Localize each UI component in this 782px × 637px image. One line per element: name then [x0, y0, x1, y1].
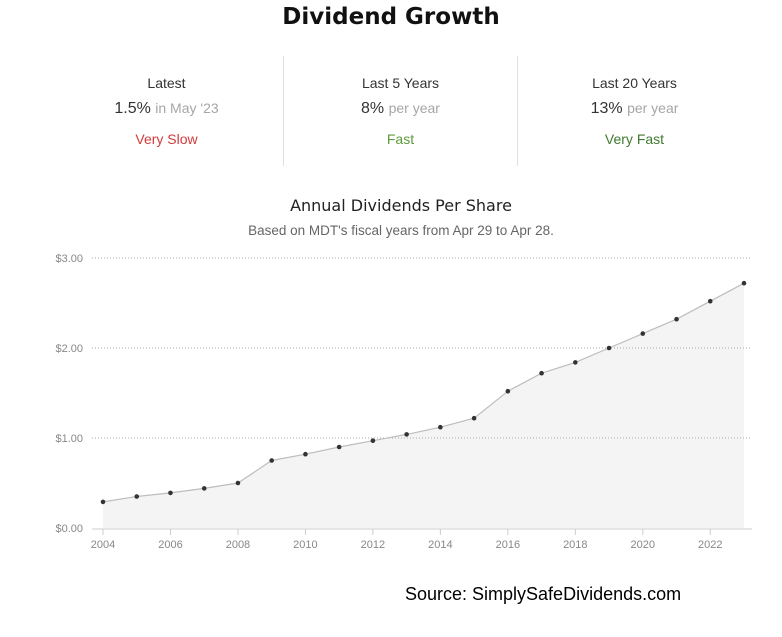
page-title: Dividend Growth — [282, 4, 500, 30]
stat-value-row: 1.5% in May '23 — [50, 100, 283, 118]
data-point — [606, 345, 612, 351]
data-point — [438, 424, 443, 430]
data-point — [471, 415, 477, 421]
data-point — [640, 331, 646, 336]
x-tick-label: 2018 — [563, 539, 587, 551]
data-point — [269, 458, 274, 463]
data-point — [539, 370, 544, 376]
y-tick-label: $1.00 — [55, 433, 83, 445]
y-tick-label: $2.00 — [55, 343, 83, 355]
growth-stats: Latest 1.5% in May '23 Very Slow Last 5 … — [50, 56, 750, 166]
dividends-chart: $0.00 $1.00 $2.00 $3.00 2004 2006 2008 2010 2012… — [55, 253, 752, 551]
x-tick-label: 2012 — [361, 539, 385, 551]
chart-title: Annual Dividends Per Share — [290, 196, 512, 215]
stat-last-5-years: Last 5 Years 8% per year Fast — [283, 56, 517, 166]
stat-qualifier: in May '23 — [155, 100, 219, 116]
x-tick-label: 2022 — [698, 539, 722, 551]
stat-value-row: 8% per year — [284, 100, 517, 118]
y-tick-label: $3.00 — [55, 253, 83, 265]
data-point — [707, 298, 713, 304]
data-point — [674, 316, 679, 322]
data-point — [505, 388, 511, 394]
data-point — [303, 451, 308, 457]
x-tick-label: 2006 — [158, 539, 182, 551]
data-point — [336, 444, 342, 450]
x-tick-label: 2010 — [293, 539, 317, 551]
x-tick-label: 2016 — [496, 539, 520, 551]
x-tick-label: 2008 — [226, 539, 250, 551]
data-point — [134, 494, 140, 499]
series-area — [103, 283, 744, 528]
chart-subtitle: Based on MDT's fiscal years from Apr 29 … — [248, 223, 554, 238]
data-point — [741, 280, 747, 286]
data-point — [100, 499, 106, 505]
data-point — [168, 490, 173, 496]
data-point — [201, 486, 207, 491]
stat-qualifier: per year — [388, 100, 440, 116]
x-tick-label: 2014 — [428, 539, 452, 551]
data-point — [370, 438, 376, 443]
stat-rating: Very Slow — [135, 131, 198, 147]
stat-label: Last 20 Years — [592, 75, 677, 91]
stat-value: 13% — [590, 100, 623, 117]
stat-value-row: 13% per year — [518, 100, 751, 118]
series-line — [102, 282, 745, 503]
stat-rating: Very Fast — [604, 131, 665, 147]
y-tick-label: $0.00 — [55, 523, 83, 535]
data-point — [235, 480, 241, 486]
x-tick-label: 2020 — [631, 539, 655, 551]
stat-last-20-years: Last 20 Years 13% per year Very Fast — [517, 56, 751, 166]
stat-latest: Latest 1.5% in May '23 Very Slow — [50, 56, 283, 166]
data-point — [573, 360, 578, 365]
stat-qualifier: per year — [627, 100, 679, 116]
stat-value: 1.5% — [114, 100, 151, 117]
stat-rating: Fast — [386, 131, 415, 147]
stat-label: Last 5 Years — [361, 75, 440, 91]
stat-value: 8% — [361, 100, 385, 117]
data-point — [404, 432, 409, 437]
source-credit: Source: SimplySafeDividends.com — [405, 584, 682, 604]
x-tick-label: 2004 — [91, 539, 115, 551]
stat-label: Latest — [147, 75, 186, 91]
